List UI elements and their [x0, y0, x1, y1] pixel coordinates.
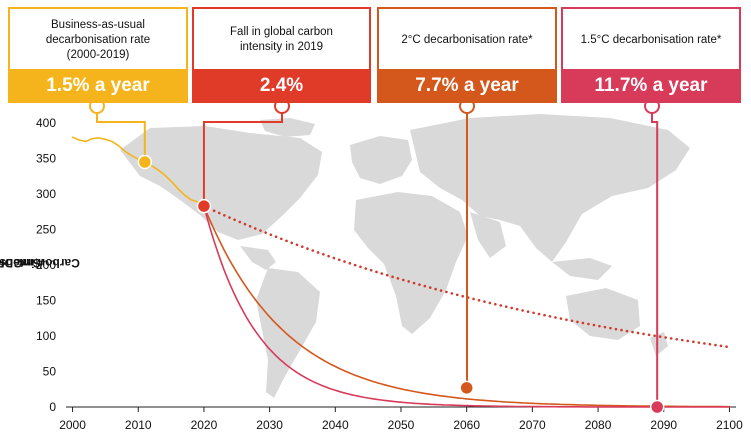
- x-tick-label: 2020: [191, 418, 218, 432]
- data-marker: [137, 154, 153, 170]
- callout-2c: 2°C decarbonisation rate* 7.7% a year: [377, 7, 557, 103]
- data-marker: [459, 380, 474, 396]
- x-tick-label: 2030: [256, 418, 283, 432]
- y-tick-label: 300: [36, 187, 56, 201]
- callout-value: 7.7% a year: [377, 69, 557, 103]
- callout-caption: 1.5°C decarbonisation rate*: [580, 33, 722, 46]
- y-tick-label: 350: [36, 152, 56, 166]
- y-tick-label: 100: [36, 329, 56, 343]
- data-marker: [196, 198, 212, 214]
- world-map-background: [120, 114, 690, 398]
- callout-value: 1.5% a year: [8, 69, 188, 103]
- callout-caption: 2°C decarbonisation rate*: [401, 33, 533, 46]
- data-marker: [649, 399, 665, 415]
- callout-business-as-usual: Business-as-usual decarbonisation rate (…: [8, 7, 188, 103]
- callout-1p5c: 1.5°C decarbonisation rate* 11.7% a year: [561, 7, 741, 103]
- x-tick-label: 2060: [453, 418, 480, 432]
- chart-series: [71, 136, 731, 408]
- y-tick-label: 250: [36, 223, 56, 237]
- series-line-1p5c: [203, 205, 731, 408]
- series-line-2c: [203, 205, 731, 408]
- callout-value: 2.4%: [192, 69, 371, 103]
- x-tick-label: 2010: [125, 418, 152, 432]
- x-tick-label: 2090: [650, 418, 677, 432]
- x-tick-label: 2040: [322, 418, 349, 432]
- callout-fall-2019: Fall in global carbon intensity in 2019 …: [192, 7, 371, 103]
- x-tick-label: 2080: [585, 418, 612, 432]
- x-tick-label: 2100: [716, 418, 743, 432]
- y-tick-label: 50: [43, 365, 57, 379]
- y-tick-label: 0: [49, 400, 56, 414]
- callout-caption: Business-as-usual decarbonisation rate (…: [45, 18, 151, 61]
- x-tick-label: 2000: [59, 418, 86, 432]
- chart-axes: 2000 2010 2020 2030 2040 2050 2060 2070 2080 2090…: [36, 116, 743, 432]
- x-tick-label: 2050: [388, 418, 415, 432]
- y-tick-label: 200: [36, 258, 56, 272]
- callout-value: 11.7% a year: [561, 69, 741, 103]
- y-axis-label: Carbon intensity (tCO2/$mGDP): [0, 256, 80, 271]
- x-tick-label: 2070: [519, 418, 546, 432]
- callout-caption: Fall in global carbon intensity in 2019: [230, 26, 333, 53]
- y-tick-label: 400: [36, 116, 56, 130]
- series-line-bau: [202, 204, 731, 349]
- y-tick-label: 150: [36, 294, 56, 308]
